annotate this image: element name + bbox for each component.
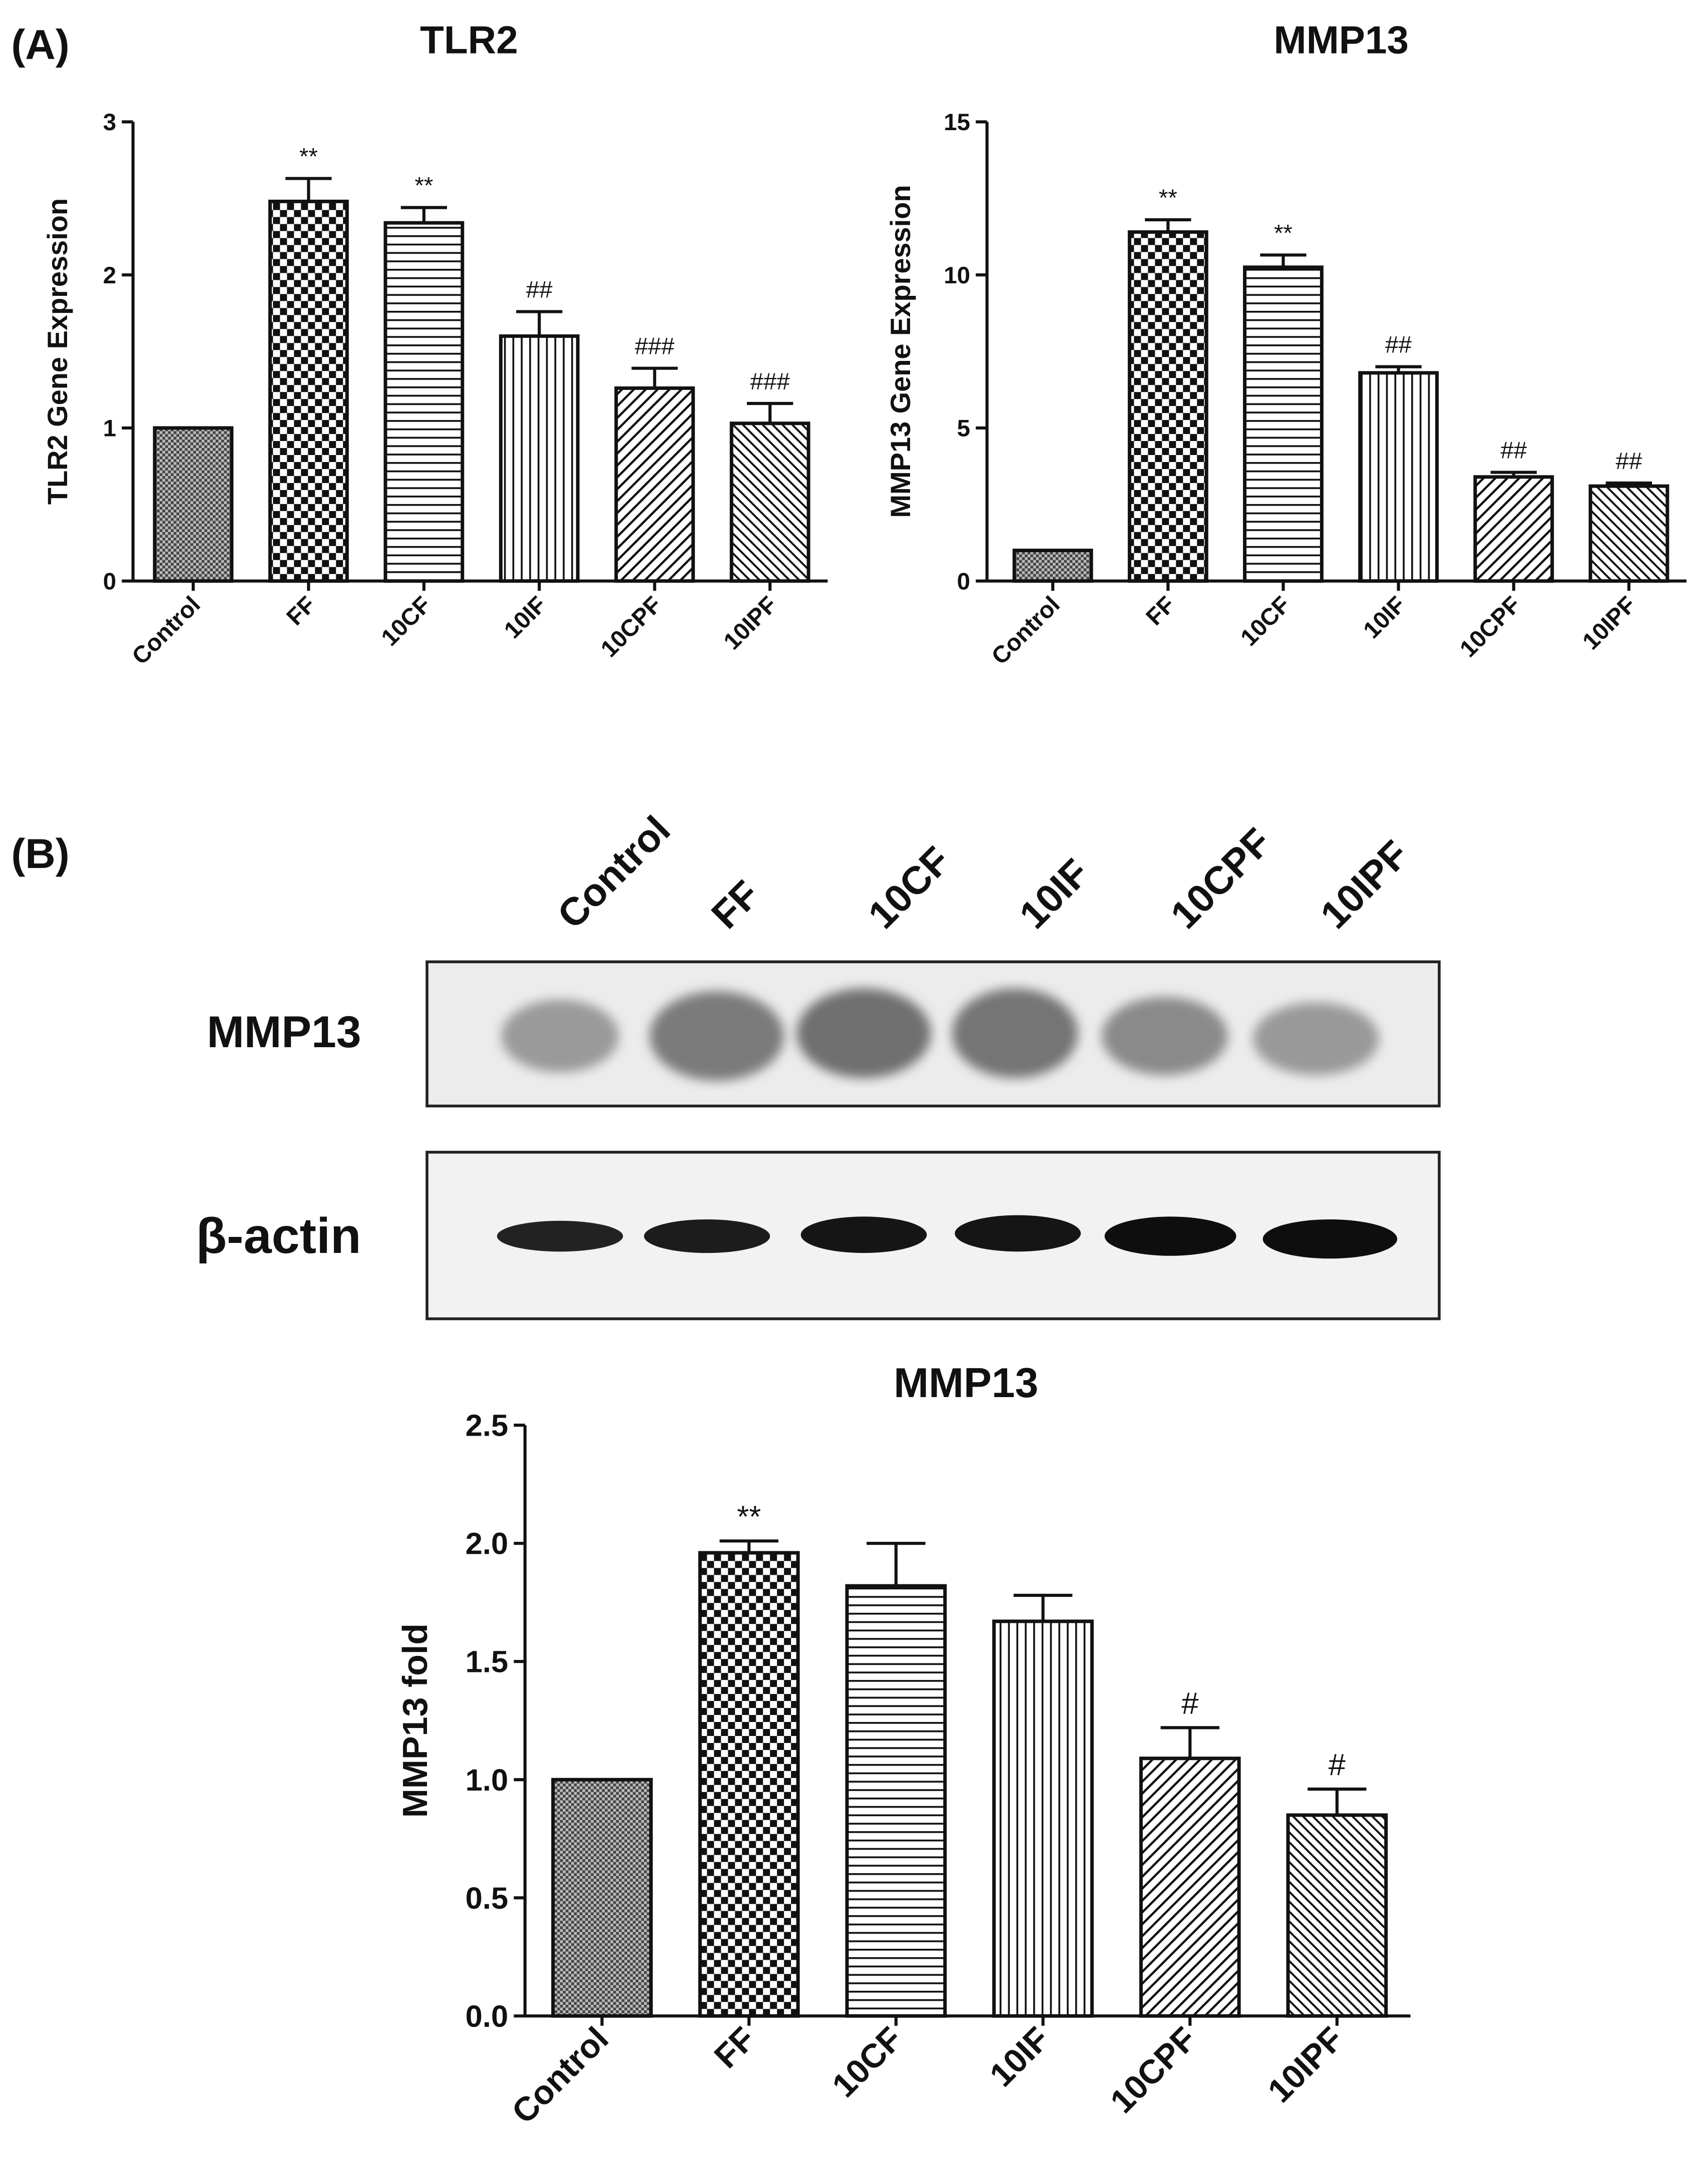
significance-label: ** [299,144,318,170]
y-tick-label: 2 [103,262,116,289]
blot: MMP13 β-actin [196,960,1441,1321]
significance-label: ## [1616,448,1642,475]
x-tick-label: 10IPF [1261,2020,1351,2110]
bar [268,199,349,583]
y-axis-label: MMP13 fold [395,1623,435,1818]
bar [1127,230,1208,583]
significance-label: ** [1274,220,1293,246]
y-tick-label: 5 [957,415,970,442]
bar [383,221,465,583]
significance-label: ## [526,277,553,303]
actin-bands [497,1215,1398,1259]
significance-label: # [1329,1748,1346,1782]
bar [1243,265,1324,583]
panel-label: (B) [11,830,69,877]
bar [499,334,580,583]
bar [698,1551,800,2018]
blot-row-label: β-actin [196,1208,361,1264]
significance-label: ### [635,333,675,360]
significance-label: ** [414,173,433,199]
x-tick-label: 10CPF [596,591,667,662]
y-tick-label: 2.5 [466,1409,509,1443]
bar [1012,549,1093,583]
x-tick-label: 10IPF [1577,591,1641,655]
lane-label: Control [549,807,678,937]
chart-title: MMP13 [894,1359,1038,1406]
bar [614,386,695,583]
x-tick-label: 10CF [376,591,437,651]
lane-label: 10CF [860,838,959,937]
significance-label: ** [1159,185,1177,211]
blot-row-label: MMP13 [207,1007,361,1057]
bar [1358,371,1439,583]
x-tick-label: 10CPF [1455,591,1526,662]
x-tick-label: 10CF [1235,591,1296,651]
lane-label: 10IPF [1312,832,1417,937]
bar [153,426,234,583]
x-tick-label: 10IF [499,591,552,644]
y-axis-label: MMP13 Gene Expression [885,185,916,518]
x-tick-label: 10CF [825,2020,910,2104]
lane-label: 10IF [1011,850,1097,937]
x-tick-label: Control [987,591,1065,670]
y-tick-label: 0.5 [466,1881,509,1916]
x-tick-label: FF [281,591,321,631]
bar [992,1619,1094,2018]
significance-label: ### [750,368,790,395]
panel-label: (A) [11,21,69,68]
x-tick-label: FF [707,2020,763,2075]
lane-label: FF [703,872,768,937]
significance-label: ## [1385,332,1412,358]
x-tick-label: 10IF [1358,591,1411,644]
bar [1286,1813,1388,2018]
bar [729,421,810,583]
lane-label: 10CPF [1162,819,1280,937]
bar [845,1584,947,2018]
chart-title: MMP13 [1274,18,1409,62]
x-tick-label: Control [505,2020,616,2131]
bar [1473,475,1554,583]
y-tick-label: 10 [944,262,970,289]
significance-label: # [1181,1686,1198,1720]
x-tick-label: FF [1141,591,1180,631]
bar [1139,1757,1241,2018]
chart-title: TLR2 [420,18,518,62]
y-tick-label: 15 [944,109,970,136]
y-tick-label: 1.5 [466,1645,509,1679]
bands [501,988,1379,1081]
y-tick-label: 2.0 [466,1527,509,1561]
y-axis-label: TLR2 Gene Expression [42,198,73,505]
x-tick-label: 10CPF [1103,2020,1204,2120]
y-tick-label: 0 [957,568,970,595]
y-tick-label: 3 [103,109,116,136]
y-tick-label: 0 [103,568,116,595]
bar [551,1778,653,2018]
y-tick-label: 1 [103,415,116,442]
significance-label: ## [1500,438,1527,464]
x-tick-label: 10IPF [719,591,782,655]
bar [1588,484,1669,583]
y-tick-label: 0.0 [466,1999,509,2034]
x-tick-label: 10IF [983,2020,1057,2094]
significance-label: ** [737,1499,761,1534]
x-tick-label: Control [127,591,206,670]
y-tick-label: 1.0 [466,1763,509,1798]
